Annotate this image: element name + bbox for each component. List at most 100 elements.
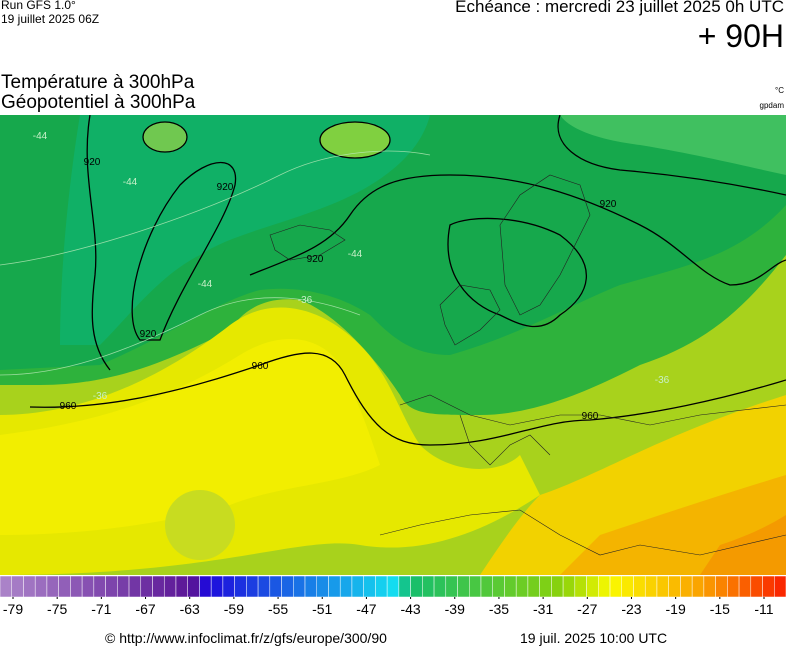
color-swatch [187, 575, 200, 598]
color-swatch [316, 575, 329, 598]
color-swatch [410, 575, 423, 598]
contour-label: -36 [93, 391, 108, 402]
color-swatch [152, 575, 165, 598]
color-swatch [11, 575, 24, 598]
contour-label: 920 [307, 254, 324, 265]
color-swatch [527, 575, 540, 598]
color-swatch [246, 575, 259, 598]
color-swatch [750, 575, 763, 598]
contour-label: 920 [84, 157, 101, 168]
contour-label: 920 [140, 329, 157, 340]
color-swatch [304, 575, 317, 598]
color-swatch [199, 575, 212, 598]
color-swatch [480, 575, 493, 598]
contour-label: 920 [217, 182, 234, 193]
tick-label: -71 [91, 601, 111, 617]
color-swatch [633, 575, 646, 598]
unit-label: gpdam [759, 101, 784, 110]
color-swatch [492, 575, 505, 598]
color-swatch [422, 575, 435, 598]
contour-label: 960 [252, 361, 269, 372]
color-swatch [715, 575, 728, 598]
color-swatch [680, 575, 693, 598]
color-swatch [433, 575, 447, 598]
color-swatch [386, 575, 400, 598]
contour-label: -44 [198, 279, 213, 290]
contour-label: 960 [582, 411, 599, 422]
tick-label: -27 [577, 601, 597, 617]
color-swatch [81, 575, 95, 598]
color-swatch [574, 575, 587, 598]
color-swatch [727, 575, 740, 598]
color-swatch [163, 575, 177, 598]
valid-time: Echéance : mercredi 23 juillet 2025 0h U… [455, 0, 784, 16]
tick-label: -39 [445, 601, 465, 617]
color-swatch [234, 575, 247, 598]
source-url: © http://www.infoclimat.fr/z/gfs/europe/… [105, 630, 387, 646]
color-swatch [762, 575, 775, 598]
color-swatch [257, 575, 271, 598]
tick-label: -47 [356, 601, 376, 617]
color-swatch [210, 575, 224, 598]
color-swatch [598, 575, 611, 598]
color-swatch [515, 575, 529, 598]
contour-label: -36 [298, 295, 313, 306]
color-swatch [457, 575, 470, 598]
color-swatch [351, 575, 364, 598]
color-swatch [539, 575, 552, 598]
tick-label: -51 [312, 601, 332, 617]
color-swatch [691, 575, 705, 598]
color-swatch [175, 575, 188, 598]
color-swatch [23, 575, 36, 598]
color-swatch [328, 575, 341, 598]
color-swatch [339, 575, 353, 598]
color-swatch [445, 575, 458, 598]
color-swatch [222, 575, 235, 598]
color-swatch [281, 575, 294, 598]
tick-label: -79 [3, 601, 23, 617]
color-swatch [738, 575, 752, 598]
lead-time: + 90H [697, 18, 784, 54]
color-swatch [293, 575, 306, 598]
color-swatch [70, 575, 83, 598]
map-title: Température à 300hPa [1, 72, 195, 93]
contour-label: -44 [123, 177, 138, 188]
color-swatch [551, 575, 564, 598]
color-swatch [774, 575, 786, 598]
color-swatch [656, 575, 669, 598]
unit-label: °C [775, 86, 784, 95]
color-swatch [0, 575, 12, 598]
tick-label: -63 [180, 601, 200, 617]
tick-label: -15 [710, 601, 730, 617]
tick-label: -23 [621, 601, 641, 617]
contour-label: -44 [348, 249, 363, 260]
contour-label: 960 [60, 401, 77, 412]
color-swatch [562, 575, 576, 598]
color-swatch [117, 575, 130, 598]
contour-label: 920 [600, 199, 617, 210]
color-swatch [609, 575, 623, 598]
color-swatch [363, 575, 376, 598]
tick-label: -35 [489, 601, 509, 617]
color-swatch [269, 575, 282, 598]
color-swatch [105, 575, 118, 598]
tick-label: -11 [754, 601, 773, 617]
color-swatch [46, 575, 59, 598]
color-swatch [375, 575, 388, 598]
map-title: Géopotentiel à 300hPa [1, 92, 196, 113]
run-date: 19 juillet 2025 06Z [1, 12, 100, 26]
tick-label: -67 [135, 601, 155, 617]
tick-label: -75 [47, 601, 67, 617]
tick-label: -31 [533, 601, 553, 617]
tick-label: -19 [666, 601, 686, 617]
contour-label: -44 [33, 131, 48, 142]
color-swatch [621, 575, 634, 598]
color-swatch [34, 575, 48, 598]
color-scale: -79 -75 -71 -67 -63 -59 -55 -51 -47 -43 -39 -35 -31 -… [0, 575, 786, 617]
run-label: Run GFS 1.0° [1, 0, 76, 12]
color-swatch [398, 575, 411, 598]
generated-time: 19 juil. 2025 10:00 UTC [520, 630, 668, 646]
color-swatch [58, 575, 71, 598]
tick-label: -55 [268, 601, 288, 617]
